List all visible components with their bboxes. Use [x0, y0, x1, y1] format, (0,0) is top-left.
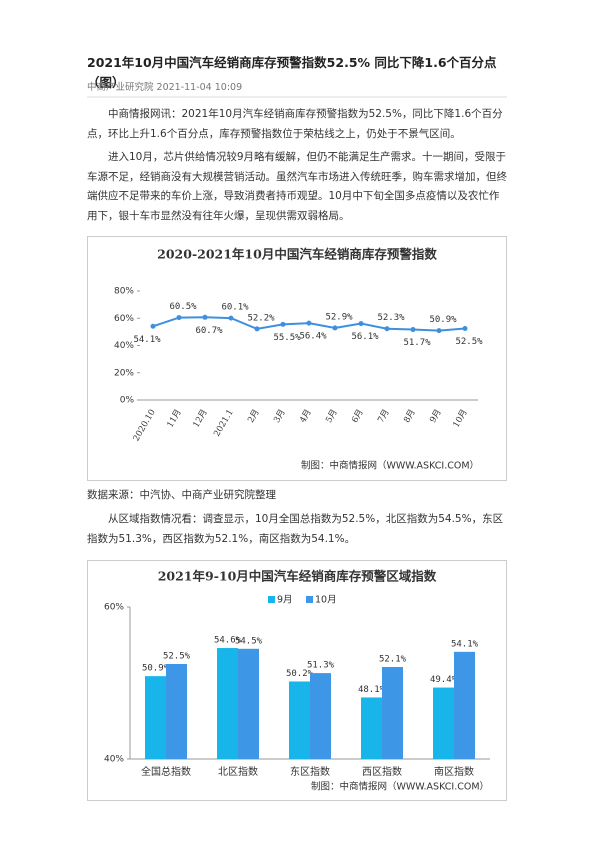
value-label: 49.4%: [430, 675, 458, 685]
bar: [238, 648, 259, 759]
chart-title: 2020-2021年10月中国汽车经销商库存预警指数: [157, 247, 437, 262]
value-label: 52.5%: [455, 337, 483, 347]
legend-label: 10月: [315, 595, 337, 606]
point: [254, 326, 260, 332]
point: [462, 325, 468, 331]
point: [228, 315, 234, 321]
value-label: 51.3%: [307, 661, 335, 671]
bar: [361, 697, 382, 759]
legend-label: 9月: [277, 595, 293, 606]
x-tick-label: 全国总指数: [141, 765, 191, 778]
value-label: 60.7%: [195, 326, 223, 336]
value-label: 54.5%: [235, 636, 263, 646]
value-label: 52.9%: [325, 312, 353, 322]
bar: [310, 673, 331, 759]
x-tick-label: 南区指数: [434, 765, 474, 778]
value-label: 50.2%: [286, 669, 314, 679]
chart-credit: 制图：中商情报网（WWW.ASKCI.COM）: [301, 460, 479, 472]
value-label: 51.7%: [403, 338, 431, 348]
paragraph: 中商情报网讯：2021年10月汽车经销商库存预警指数为52.5%，同比下降1.6…: [87, 108, 503, 140]
chart-frame: [87, 236, 507, 481]
point: [280, 321, 286, 327]
chart-credit: 制图：中商情报网（WWW.ASKCI.COM）: [311, 781, 489, 793]
y-tick-label: 80%: [114, 287, 134, 297]
value-label: 50.9%: [429, 315, 457, 325]
point: [384, 326, 390, 332]
point: [306, 320, 312, 326]
y-tick-label: 0%: [120, 396, 135, 406]
value-label: 54.1%: [451, 639, 479, 649]
bar: [166, 664, 187, 759]
point: [358, 321, 364, 327]
y-tick-label: 40%: [104, 755, 124, 765]
value-label: 60.5%: [169, 302, 197, 312]
point: [410, 327, 416, 333]
value-label: 48.1%: [358, 685, 386, 695]
paragraph: 从区域指数情况看：调查显示，10月全国总指数为52.5%，北区指数为54.5%，…: [87, 513, 504, 545]
value-label: 54.1%: [133, 335, 161, 345]
y-tick-label: 60%: [114, 314, 134, 324]
article-title: 2021年10月中国汽车经销商库存预警指数52.5% 同比下降1.6个百分点（图…: [87, 55, 497, 90]
bar: [145, 676, 166, 759]
value-label: 56.1%: [351, 332, 379, 342]
article-meta: 中商产业研究院 2021-11-04 10:09: [87, 82, 243, 93]
legend-swatch: [306, 596, 313, 603]
bar: [454, 651, 475, 759]
point: [150, 323, 156, 329]
legend-swatch: [268, 596, 275, 603]
bar: [217, 648, 238, 759]
y-tick-label: 40%: [114, 341, 134, 351]
point: [202, 314, 208, 320]
bar: [382, 667, 403, 759]
paragraph: 进入10月，芯片供给情况较9月略有缓解，但仍不能满足生产需求。十一期间，受限于车…: [87, 151, 507, 222]
x-tick-label: 西区指数: [362, 765, 402, 778]
chart-title: 2021年9-10月中国汽车经销商库存预警区域指数: [158, 569, 437, 584]
value-label: 55.5%: [273, 333, 301, 343]
x-tick-label: 东区指数: [290, 765, 330, 778]
value-label: 60.1%: [221, 303, 249, 313]
value-label: 52.2%: [247, 313, 275, 323]
value-label: 56.4%: [299, 332, 327, 342]
point: [176, 315, 182, 321]
value-label: 52.1%: [379, 655, 407, 665]
bar: [289, 681, 310, 759]
point: [436, 328, 442, 334]
value-label: 52.3%: [377, 313, 405, 323]
y-tick-label: 20%: [114, 368, 134, 378]
paragraph: 数据来源：中汽协、中商产业研究院整理: [87, 489, 276, 501]
bar: [433, 687, 454, 759]
point: [332, 325, 338, 331]
value-label: 50.9%: [142, 664, 170, 674]
y-tick-label: 60%: [104, 603, 124, 613]
value-label: 52.5%: [163, 652, 191, 662]
x-tick-label: 北区指数: [218, 765, 258, 778]
value-label: 54.6%: [214, 636, 242, 646]
